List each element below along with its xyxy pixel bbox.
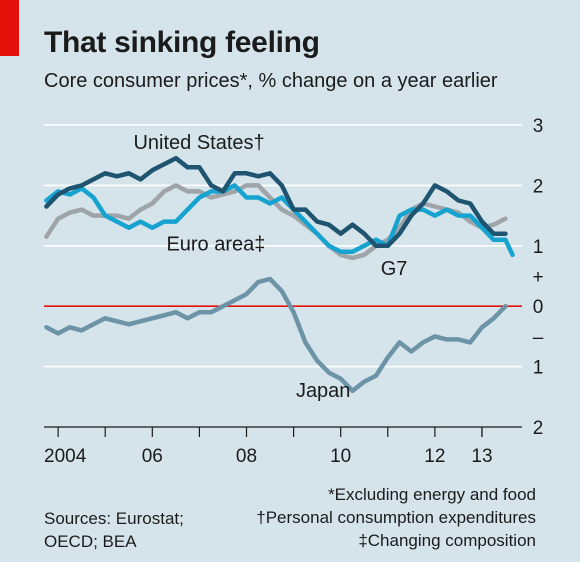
footnote-pce: †Personal consumption expenditures xyxy=(256,508,536,527)
y-tick-label-6: 1 xyxy=(533,358,544,379)
series-line-us xyxy=(44,155,508,249)
y-tick-label-4: 0 xyxy=(533,297,544,318)
x-tick-label-3: 10 xyxy=(330,446,351,467)
y-tick-label-2: 1 xyxy=(533,237,544,258)
chart-subtitle: Core consumer prices*, % change on a yea… xyxy=(44,70,498,92)
footnote-composition: ‡Changing composition xyxy=(358,531,536,550)
y-tick-label-7: 2 xyxy=(533,418,544,439)
y-tick-label-1: 2 xyxy=(533,176,544,197)
label-euro: Euro area‡ xyxy=(166,234,265,256)
source-line-1: Sources: Eurostat; xyxy=(44,509,184,528)
x-tick-label-4: 12 xyxy=(424,446,445,467)
chart-title: That sinking feeling xyxy=(44,26,320,59)
y-tick-label-0: 3 xyxy=(533,116,544,137)
brand-red-tag xyxy=(0,0,19,56)
y-tick-label-3: + xyxy=(532,267,543,288)
x-tick-label-1: 06 xyxy=(142,446,163,467)
label-g7: G7 xyxy=(381,258,408,280)
footnote-core: *Excluding energy and food xyxy=(328,485,536,504)
label-japan: Japan xyxy=(296,380,351,402)
x-tick-label-5: 13 xyxy=(471,446,492,467)
label-us: United States† xyxy=(133,132,264,154)
series-line-euro xyxy=(44,183,515,258)
series-line-japan xyxy=(44,276,508,394)
x-tick-label-0: 2004 xyxy=(44,446,87,467)
y-tick-label-5: – xyxy=(533,327,544,348)
source-line-2: OECD; BEA xyxy=(44,532,137,551)
sources: Sources: Eurostat; OECD; BEA xyxy=(44,507,254,553)
series-line-g7 xyxy=(44,183,508,261)
footnotes: *Excluding energy and food †Personal con… xyxy=(256,483,536,552)
x-tick-label-2: 08 xyxy=(236,446,257,467)
